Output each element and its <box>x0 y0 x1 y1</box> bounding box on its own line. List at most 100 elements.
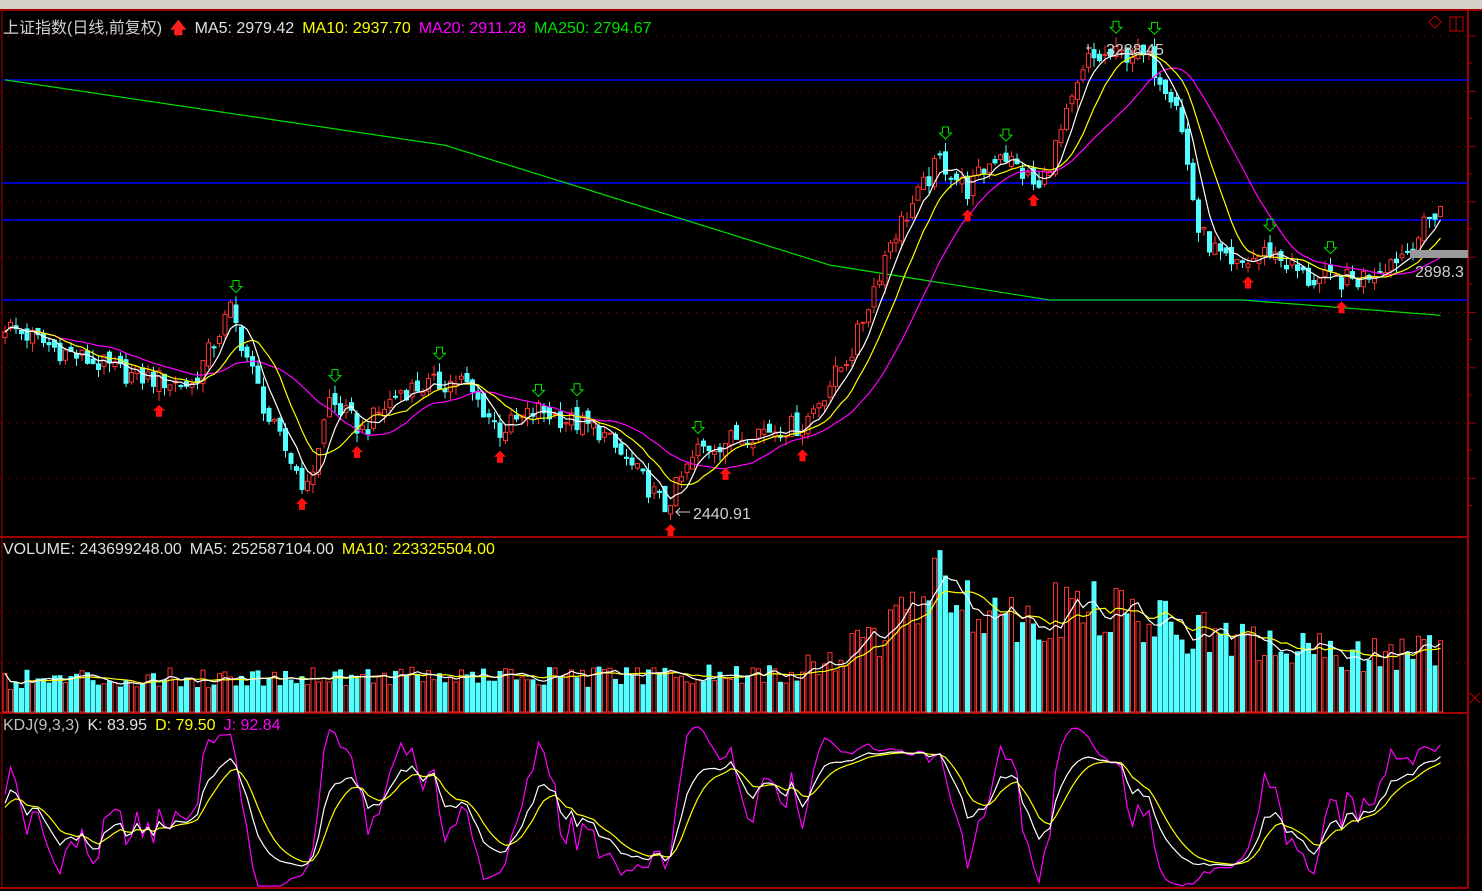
volume-bar <box>459 669 464 713</box>
candle-body <box>19 330 24 335</box>
volume-bar <box>464 674 470 713</box>
candle-body <box>1262 246 1267 257</box>
candle-body <box>321 419 327 444</box>
volume-bar <box>250 671 255 713</box>
buy-arrow-icon <box>664 524 677 537</box>
volume-bar <box>1333 655 1339 713</box>
candle-body <box>580 415 585 435</box>
kdj-j-line <box>4 726 1441 887</box>
volume-bar <box>1152 636 1157 713</box>
candle-body <box>112 360 118 367</box>
candle-body <box>844 364 849 367</box>
diamond-icon[interactable] <box>1428 15 1442 29</box>
candle-body <box>96 363 101 370</box>
volume-bar <box>272 671 277 713</box>
volume-bar <box>1003 613 1009 713</box>
buy-arrow-icon <box>1242 276 1254 289</box>
volume-bar <box>723 678 728 713</box>
volume-bar <box>745 675 750 713</box>
sell-arrow-icon <box>938 126 953 140</box>
candle-body <box>899 215 904 242</box>
volume-bar <box>800 671 805 713</box>
candle-body <box>1207 231 1212 253</box>
buy-arrow-icon <box>961 209 974 222</box>
candle-body <box>459 375 464 380</box>
volume-layer <box>2 550 1443 713</box>
volume-bar <box>442 682 448 713</box>
candle-body <box>211 346 217 349</box>
volume-bar <box>1146 623 1152 713</box>
candle-body <box>1086 53 1091 68</box>
volume-bar <box>767 665 772 713</box>
sell-arrow-icon <box>1262 218 1278 232</box>
candle-body <box>464 373 470 383</box>
volume-bar <box>261 685 266 713</box>
candle-body <box>140 367 145 384</box>
volume-bar <box>822 663 827 713</box>
candle-body <box>1036 180 1042 188</box>
volume-bar <box>371 682 376 713</box>
volume-bar <box>1036 639 1042 713</box>
candle-body <box>305 480 310 491</box>
volume-bar <box>954 605 959 713</box>
volume-bar <box>431 679 437 713</box>
buy-arrow-icon <box>296 497 308 510</box>
volume-bar <box>486 680 492 713</box>
high-label: 3288.45 <box>1106 42 1164 59</box>
candle-body <box>602 432 607 438</box>
volume-bar <box>123 680 129 713</box>
volume-bar <box>695 679 701 713</box>
candle-body <box>1344 268 1350 286</box>
volume-bar <box>530 679 536 713</box>
volume-bar <box>189 677 195 713</box>
volume-bar <box>52 675 57 713</box>
sell-arrow-icon <box>1108 20 1124 34</box>
candle-body <box>684 463 690 474</box>
close-icon[interactable] <box>1469 692 1481 704</box>
volume-bar <box>871 627 877 713</box>
volume-bar <box>899 596 904 713</box>
volume-bar <box>382 672 387 713</box>
candle-body <box>943 151 948 175</box>
candle-body <box>866 309 871 323</box>
volume-bar <box>1141 642 1146 713</box>
candle-body <box>618 443 624 455</box>
volume-bar <box>492 680 497 713</box>
volume-bar <box>90 680 96 713</box>
volume-bar <box>1212 628 1218 713</box>
volume-bar <box>635 667 640 713</box>
volume-bar <box>1410 658 1416 713</box>
volume-bar <box>1102 631 1108 713</box>
volume-bar <box>420 681 426 713</box>
volume-bar <box>13 682 19 713</box>
candle-body <box>1223 247 1229 254</box>
candle-body <box>497 422 503 438</box>
volume-bar <box>1223 622 1229 713</box>
candle-body <box>178 385 184 388</box>
candle-body <box>1157 77 1163 85</box>
candle-body <box>283 428 288 451</box>
volume-bar <box>574 677 580 713</box>
volume-bar <box>1025 605 1031 713</box>
volume-bar <box>1086 611 1091 713</box>
volume-bar <box>591 667 596 713</box>
volume-bar <box>1020 622 1025 713</box>
volume-bar <box>1251 626 1256 713</box>
volume-bar <box>882 640 888 713</box>
volume-bar <box>195 687 200 713</box>
volume-bar <box>349 674 354 713</box>
volume-bar <box>305 684 310 713</box>
volume-bar <box>1135 621 1141 713</box>
candle-body <box>189 383 195 388</box>
volume-bar <box>910 591 915 713</box>
candle-body <box>200 360 206 385</box>
volume-bar <box>74 673 79 713</box>
volume-bar <box>299 676 305 713</box>
volume-bar <box>915 623 921 713</box>
volume-bar <box>1350 649 1355 713</box>
volume-bar <box>1130 598 1135 713</box>
volume-bar <box>288 679 294 713</box>
candle-body <box>1075 82 1080 100</box>
candle-body <box>162 373 167 389</box>
